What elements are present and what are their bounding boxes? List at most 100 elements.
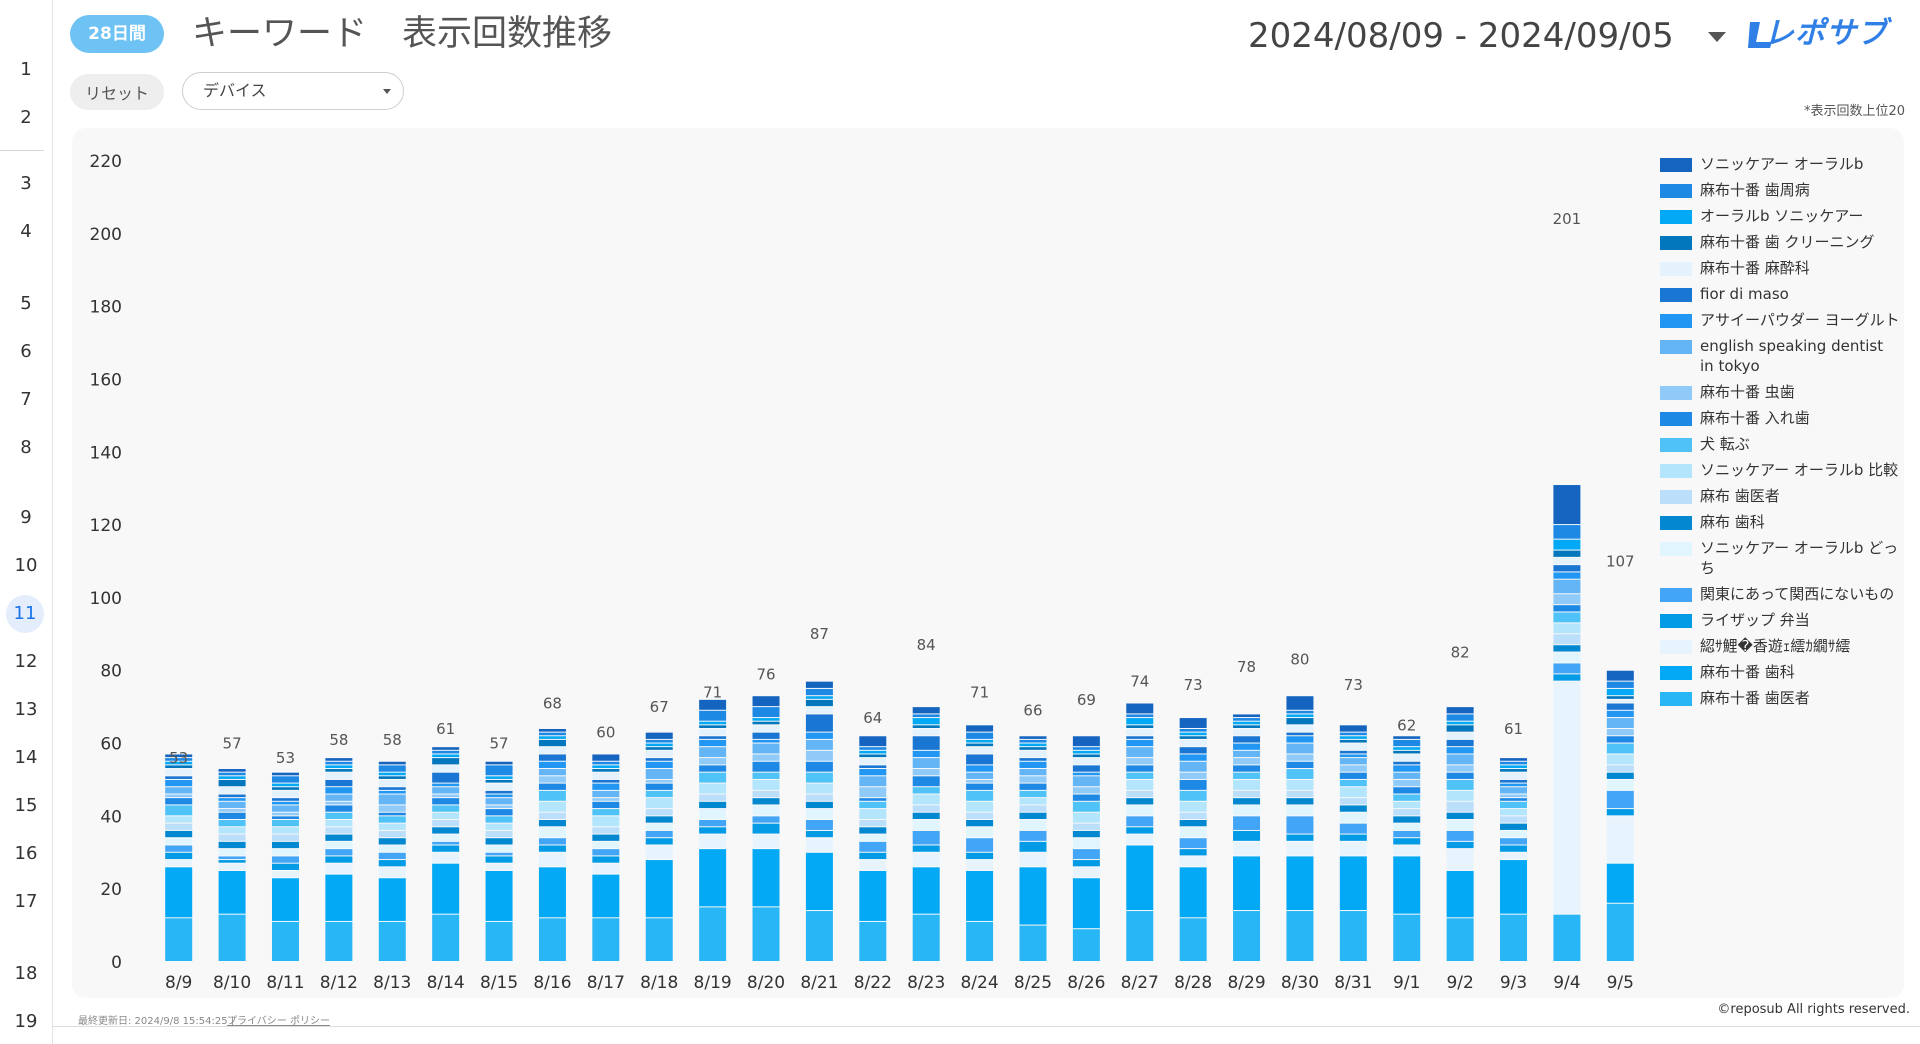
legend-entry[interactable]: ソニッケアー オーラルb 比較 bbox=[1660, 460, 1900, 480]
bar-segment bbox=[218, 820, 246, 827]
bar-segment bbox=[1606, 718, 1634, 728]
legend-entry[interactable]: オーラルb ソニッケアー bbox=[1660, 206, 1900, 226]
legend-entry[interactable]: 麻布十番 歯科 bbox=[1660, 662, 1900, 682]
legend-entry[interactable]: ソニッケアー オーラルb bbox=[1660, 154, 1900, 174]
row-number[interactable]: 15 bbox=[14, 795, 38, 816]
row-number[interactable]: 9 bbox=[20, 507, 32, 528]
bar-segment bbox=[699, 809, 727, 820]
legend-entry[interactable]: 麻布十番 歯 クリーニング bbox=[1660, 232, 1900, 252]
bar-segment bbox=[966, 852, 994, 860]
bar-segment bbox=[218, 794, 246, 798]
bar-segment bbox=[1339, 823, 1367, 834]
period-badge[interactable]: 28日間 bbox=[70, 15, 164, 53]
row-number[interactable]: 5 bbox=[20, 293, 32, 314]
row-number[interactable]: 8 bbox=[20, 437, 32, 458]
row-number[interactable]: 10 bbox=[14, 555, 38, 576]
bar-segment bbox=[912, 725, 940, 728]
bar-segment bbox=[271, 849, 299, 856]
bar-segment bbox=[1339, 736, 1367, 739]
legend-entry[interactable]: 犬 転ぶ bbox=[1660, 434, 1900, 454]
legend-swatch bbox=[1660, 692, 1692, 706]
date-dropdown-chevron-icon[interactable] bbox=[1700, 20, 1734, 54]
bar-segment bbox=[805, 714, 833, 732]
bar-total-label: 80 bbox=[1290, 651, 1309, 669]
legend-label: 麻布十番 虫歯 bbox=[1700, 383, 1795, 401]
bar-segment bbox=[1393, 787, 1421, 794]
legend-entry[interactable]: 麻布 歯医者 bbox=[1660, 486, 1900, 506]
bar-segment bbox=[485, 790, 513, 794]
bar-segment bbox=[1393, 765, 1421, 772]
row-number[interactable]: 14 bbox=[14, 747, 38, 768]
row-number[interactable]: 6 bbox=[20, 341, 32, 362]
bar-segment bbox=[699, 765, 727, 772]
legend-entry[interactable]: 関東にあって関西にないもの bbox=[1660, 584, 1900, 604]
legend-entry[interactable]: ライザップ 弁当 bbox=[1660, 610, 1900, 630]
legend-entry[interactable]: fior di maso bbox=[1660, 284, 1900, 304]
bar-segment bbox=[1126, 718, 1154, 725]
legend-swatch bbox=[1660, 314, 1692, 328]
bar-segment bbox=[699, 699, 727, 710]
bar-segment bbox=[1286, 754, 1314, 761]
bar-segment bbox=[218, 914, 246, 961]
bar-segment bbox=[1339, 812, 1367, 823]
legend-entry[interactable]: 綛ｻ鯉�香遊ｪ繧ｶ繝ｻ繧 bbox=[1660, 636, 1900, 656]
legend-entry[interactable]: 麻布十番 入れ歯 bbox=[1660, 408, 1900, 428]
bar-segment bbox=[1072, 765, 1100, 772]
bar-segment bbox=[1606, 816, 1634, 863]
bar-segment bbox=[1019, 743, 1047, 747]
bar-segment bbox=[1393, 856, 1421, 914]
legend-entry[interactable]: 麻布 歯科 bbox=[1660, 512, 1900, 532]
row-number[interactable]: 3 bbox=[20, 173, 32, 194]
bar-segment bbox=[432, 747, 460, 750]
legend-entry[interactable]: ソニッケアー オーラルb どっち bbox=[1660, 538, 1900, 578]
device-select[interactable]: デバイス bbox=[182, 72, 404, 110]
row-number[interactable]: 2 bbox=[20, 107, 32, 128]
legend-entry[interactable]: アサイーパウダー ヨーグルト bbox=[1660, 310, 1900, 330]
row-number[interactable]: 13 bbox=[14, 699, 38, 720]
bar-segment bbox=[325, 820, 353, 827]
bar-segment bbox=[218, 812, 246, 820]
bar-segment bbox=[378, 845, 406, 852]
legend-entry[interactable]: 麻布十番 虫歯 bbox=[1660, 382, 1900, 402]
row-number[interactable]: 16 bbox=[14, 843, 38, 864]
bar-segment bbox=[432, 852, 460, 863]
row-number[interactable]: 1 bbox=[20, 59, 32, 80]
bar-segment bbox=[966, 725, 994, 732]
row-number[interactable]: 17 bbox=[14, 891, 38, 912]
bar-segment bbox=[432, 772, 460, 783]
bar-total-label: 76 bbox=[756, 665, 775, 683]
bar-segment bbox=[1019, 747, 1047, 750]
date-range-text[interactable]: 2024/08/09 - 2024/09/05 bbox=[1248, 16, 1674, 56]
row-number[interactable]: 19 bbox=[14, 1011, 38, 1032]
bar-total-label: 53 bbox=[169, 749, 188, 767]
bar-segment bbox=[805, 688, 833, 696]
legend-entry[interactable]: 麻布十番 歯周病 bbox=[1660, 180, 1900, 200]
bar-segment bbox=[645, 918, 673, 961]
row-number[interactable]: 4 bbox=[20, 221, 32, 242]
bar-segment bbox=[1500, 779, 1528, 783]
row-number[interactable]: 12 bbox=[14, 651, 38, 672]
legend-label: ライザップ 弁当 bbox=[1700, 611, 1810, 629]
x-tick-label: 8/28 bbox=[1174, 973, 1212, 993]
y-tick-label: 100 bbox=[90, 589, 122, 609]
legend-entry[interactable]: 麻布十番 歯医者 bbox=[1660, 688, 1900, 708]
bar-segment bbox=[1072, 747, 1100, 750]
row-number[interactable]: 11 bbox=[6, 595, 44, 633]
legend-label: アサイーパウダー ヨーグルト bbox=[1700, 311, 1900, 329]
bar-segment bbox=[271, 783, 299, 787]
bar-segment bbox=[645, 830, 673, 838]
bar-segment bbox=[1606, 699, 1634, 703]
reset-button[interactable]: リセット bbox=[70, 74, 164, 110]
legend-entry[interactable]: english speaking dentist in tokyo bbox=[1660, 336, 1900, 376]
privacy-policy-link[interactable]: プライバシー ポリシー bbox=[227, 1016, 330, 1027]
legend-entry[interactable]: 麻布十番 麻酔科 bbox=[1660, 258, 1900, 278]
legend-swatch bbox=[1660, 464, 1692, 478]
bar-segment bbox=[912, 852, 940, 867]
bar-segment bbox=[165, 754, 193, 758]
row-number[interactable]: 7 bbox=[20, 389, 32, 410]
bar-segment bbox=[1500, 838, 1528, 845]
bar-segment bbox=[859, 834, 887, 841]
row-number[interactable]: 18 bbox=[14, 963, 38, 984]
device-select-label: デバイス bbox=[203, 81, 267, 100]
bar-segment bbox=[1126, 827, 1154, 834]
